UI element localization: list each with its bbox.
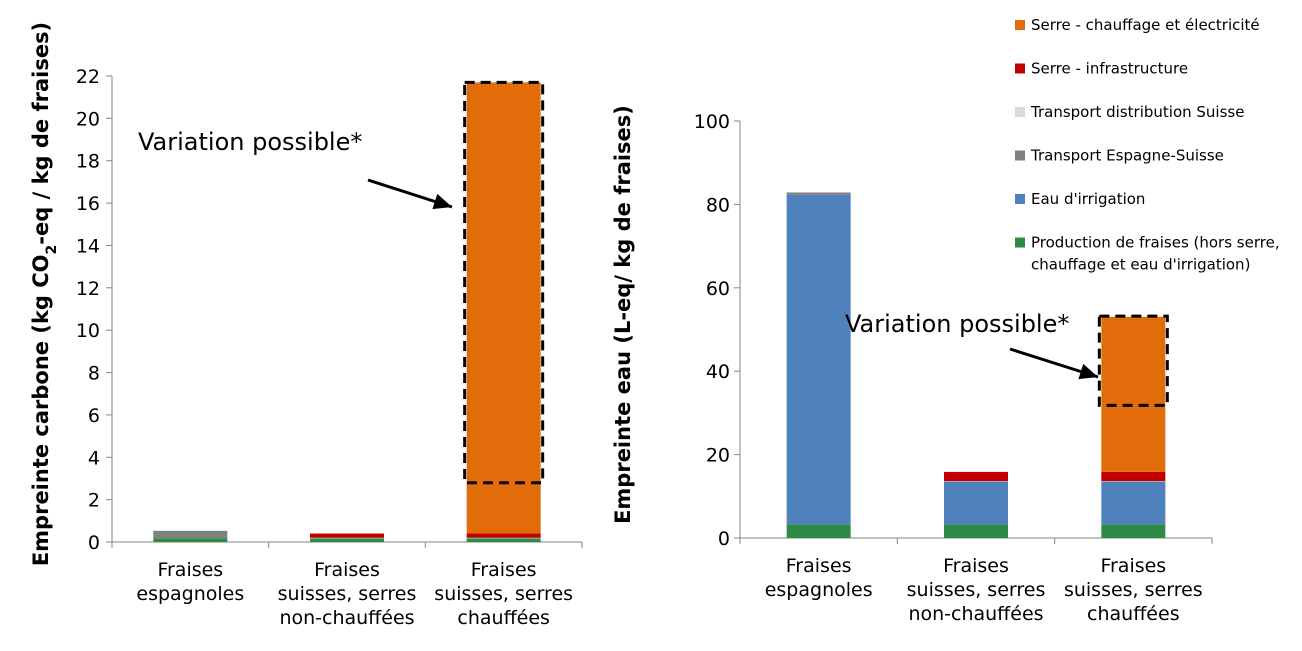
- bar-segment-production: [310, 538, 384, 542]
- y-tick-label: 18: [76, 151, 100, 173]
- y-axis-title: Empreinte carbone (kg CO2-eq / kg de fra…: [29, 22, 60, 566]
- legend-label: Serre - infrastructure: [1031, 60, 1188, 78]
- annotation-arrow-head: [1078, 364, 1098, 379]
- y-tick-label: 14: [76, 235, 100, 257]
- bar-segment-production: [787, 524, 851, 538]
- bar-segment-serre_chauffage: [467, 82, 541, 533]
- bar-segment-production: [467, 538, 541, 542]
- bar-segment-transport_suisse: [944, 481, 1008, 482]
- y-tick-label: 16: [76, 193, 100, 215]
- legend-swatch: [1015, 20, 1025, 30]
- category-label: Fraises espagnoles: [136, 559, 244, 605]
- bar-segment-transport_suisse: [153, 530, 227, 531]
- bar-segment-irrigation: [944, 481, 1008, 524]
- y-axis-title: Empreinte eau (L-eq/ kg de fraises): [611, 105, 635, 524]
- category-label: Fraises suisses, serres chauffées: [1064, 555, 1203, 625]
- legend-label: Eau d'irrigation: [1031, 190, 1145, 208]
- variation-annotation: Variation possible*: [845, 310, 1069, 338]
- bar-segment-irrigation: [787, 195, 851, 524]
- y-tick-label: 8: [88, 363, 100, 385]
- y-tick-label: 12: [76, 278, 100, 300]
- bar-segment-serre_chauffage: [1101, 317, 1165, 472]
- category-label: Fraises suisses, serres non-chauffées: [907, 555, 1046, 625]
- bar-segment-production: [153, 538, 227, 542]
- y-tick-label: 20: [76, 108, 100, 130]
- y-tick-label: 20: [706, 445, 730, 467]
- annotation-arrow-head: [432, 194, 452, 209]
- legend: Serre - chauffage et électricité Serre - …: [1015, 16, 1280, 274]
- y-tick-label: 6: [88, 405, 100, 427]
- legend-swatch: [1015, 194, 1025, 204]
- bar-segment-serre_infra: [944, 472, 1008, 481]
- legend-label: Transport Espagne-Suisse: [1030, 147, 1224, 165]
- bar-segment-transport_suisse: [467, 538, 541, 539]
- y-tick-label: 40: [706, 361, 730, 383]
- y-tick-label: 10: [76, 320, 100, 342]
- legend-swatch: [1015, 238, 1025, 248]
- bar-segment-transport_esp: [153, 531, 227, 538]
- y-tick-label: 80: [706, 194, 730, 216]
- bar-segment-transport_suisse: [787, 192, 851, 193]
- bar-segment-serre_infra: [310, 534, 384, 538]
- y-tick-label: 100: [694, 111, 730, 133]
- bar-segment-production: [1101, 524, 1165, 538]
- bar-segment-transport_suisse: [1101, 481, 1165, 482]
- bar-segment-serre_infra: [1101, 472, 1165, 481]
- y-tick-label: 60: [706, 278, 730, 300]
- water-footprint-chart: 0 20 40 60 80 100 Fraises espagnoles Fraises suis…: [611, 105, 1212, 625]
- carbon-footprint-chart: 0 2 4 6 8 10 12 14 16 18 20 22 Fraises espagnoles Frai…: [29, 22, 582, 629]
- legend-swatch: [1015, 107, 1025, 117]
- y-tick-label: 22: [76, 66, 100, 88]
- bar-segment-transport_suisse: [310, 538, 384, 539]
- category-label: Fraises suisses, serres chauffées: [434, 559, 573, 629]
- bar-segment-production: [944, 524, 1008, 538]
- legend-swatch: [1015, 151, 1025, 161]
- y-tick-label: 2: [88, 490, 100, 512]
- bar-segment-irrigation: [1101, 481, 1165, 524]
- legend-label: Production de fraises (hors serre, chauff…: [1031, 234, 1280, 274]
- bar-segment-serre_infra: [467, 534, 541, 538]
- legend-label: Serre - chauffage et électricité: [1031, 16, 1260, 34]
- legend-swatch: [1015, 64, 1025, 74]
- y-tick-label: 0: [88, 532, 100, 554]
- y-tick-label: 4: [88, 447, 100, 469]
- category-label: Fraises espagnoles: [765, 555, 873, 601]
- category-label: Fraises suisses, serres non-chauffées: [278, 559, 417, 629]
- legend-label: Transport distribution Suisse: [1030, 103, 1244, 121]
- variation-annotation: Variation possible*: [138, 128, 362, 156]
- y-tick-label: 0: [718, 528, 730, 550]
